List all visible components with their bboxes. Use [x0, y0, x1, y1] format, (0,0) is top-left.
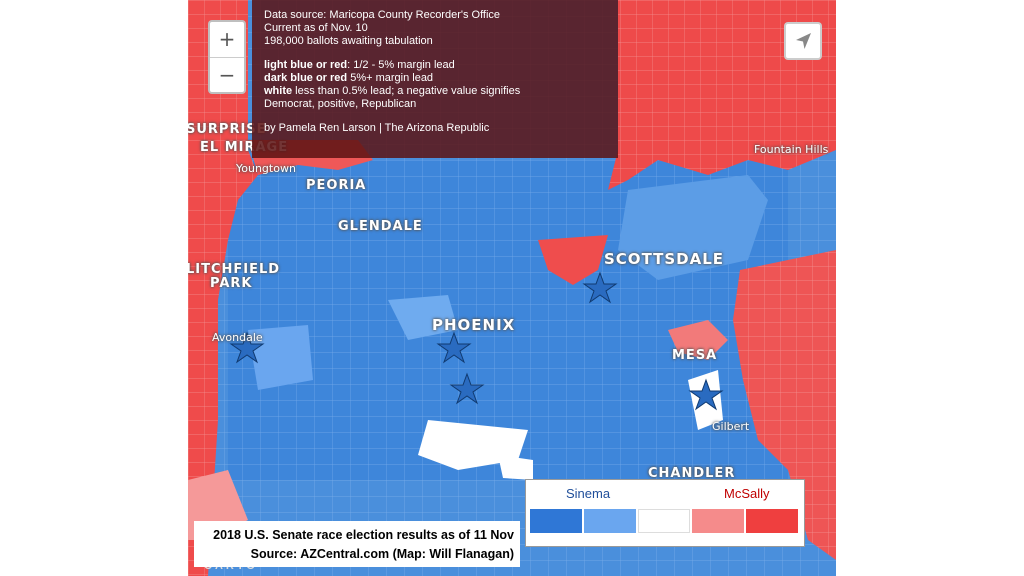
- info-white-legend: white less than 0.5% lead; a negative va…: [264, 85, 606, 98]
- star-marker-scottsdale: [582, 271, 618, 304]
- city-label-fountain-hills: Fountain Hills: [754, 143, 829, 156]
- red-east-grid: [733, 250, 836, 560]
- locate-button[interactable]: [784, 22, 822, 60]
- star-marker-south-phoenix: [449, 372, 485, 405]
- info-data-source: Data source: Maricopa County Recorder's …: [264, 9, 501, 21]
- city-label-youngtown: Youngtown: [236, 162, 296, 175]
- white-area-small: [498, 455, 533, 480]
- light-blue-avondale: [248, 325, 313, 390]
- legend-swatch-white: [638, 509, 690, 533]
- light-blue-northeast: [618, 175, 768, 280]
- city-label-chandler: CHANDLER: [648, 466, 736, 481]
- red-north-grid: [608, 0, 836, 190]
- light-red-mesa-patch: [668, 320, 728, 360]
- city-label-scottsdale: SCOTTSDALE: [604, 250, 725, 268]
- light-blue-patch: [388, 295, 458, 340]
- info-byline: by Pamela Ren Larson | The Arizona Repub…: [264, 122, 490, 134]
- color-legend: Sinema McSally: [525, 479, 805, 547]
- legend-swatch-dark-blue: [530, 509, 582, 533]
- info-dark-text: 5%+ margin lead: [347, 72, 434, 84]
- caption-source: Source: AZCentral.com (Map: Will Flanaga…: [250, 547, 514, 561]
- city-label-park: PARK: [210, 276, 253, 291]
- legend-mcsally-label: McSally: [724, 486, 770, 501]
- info-white-text: less than 0.5% lead; a negative value si…: [292, 85, 521, 97]
- city-label-surprise: SURPRISE: [188, 122, 267, 137]
- red-west-grid: [188, 0, 258, 576]
- city-label-litchfield: LITCHFIELD: [188, 262, 281, 277]
- zoom-out-button[interactable]: −: [210, 57, 244, 93]
- city-label-phoenix: PHOENIX: [432, 316, 516, 334]
- info-sign-note: Democrat, positive, Republican: [264, 98, 417, 110]
- red-scottsdale-patch: [538, 235, 608, 285]
- legend-swatch-dark-red: [746, 509, 798, 533]
- star-marker-phoenix: [436, 331, 472, 364]
- star-marker-mesa: [688, 378, 724, 411]
- legend-swatch-light-blue: [584, 509, 636, 533]
- legend-sinema-label: Sinema: [566, 486, 611, 501]
- caption-title: 2018 U.S. Senate race election results a…: [213, 528, 514, 542]
- info-panel: Data source: Maricopa County Recorder's …: [252, 0, 618, 158]
- info-current-as-of: Current as of Nov. 10: [264, 22, 368, 34]
- star-marker-avondale: [229, 331, 265, 364]
- city-label-gilbert: Gilbert: [712, 420, 750, 433]
- city-label-avondale: Avondale: [212, 331, 263, 344]
- info-dark-bold: dark blue or red: [264, 72, 348, 84]
- zoom-in-button[interactable]: +: [218, 27, 236, 51]
- info-white-bold: white: [264, 85, 293, 97]
- city-label-peoria: PEORIA: [306, 178, 367, 193]
- info-light-text: : 1/2 - 5% margin lead: [347, 59, 455, 71]
- info-light-legend: light blue or red: 1/2 - 5% margin lead: [264, 59, 606, 72]
- city-label-glendale: GLENDALE: [338, 219, 423, 234]
- precinct-layer: [188, 0, 836, 576]
- info-ballots-awaiting: 198,000 ballots awaiting tabulation: [264, 35, 433, 47]
- figure-caption: 2018 U.S. Senate race election results a…: [194, 521, 520, 567]
- navigation-arrow-icon: [796, 33, 811, 49]
- info-dark-legend: dark blue or red 5%+ margin lead: [264, 72, 606, 85]
- legend-swatch-light-red: [692, 509, 744, 533]
- zoom-control: + −: [208, 20, 246, 94]
- election-map[interactable]: SURPRISE EL MIRAGE Youngtown PEORIA GLEN…: [188, 0, 836, 576]
- city-label-mesa: MESA: [672, 348, 718, 363]
- info-light-bold: light blue or red: [264, 59, 348, 71]
